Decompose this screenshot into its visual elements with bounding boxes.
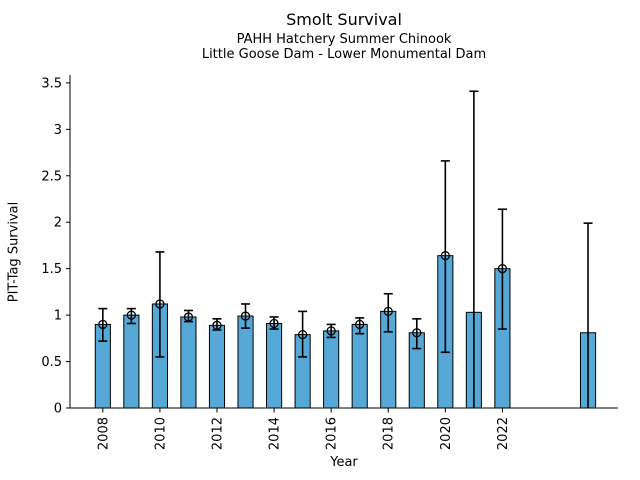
y-tick-label: 1 (54, 309, 62, 324)
x-tick-label: 2016 (325, 417, 340, 450)
bar-2012 (208, 324, 226, 409)
y-tick-label: 2 (54, 216, 62, 231)
y-tick-label: 0 (54, 402, 62, 417)
chart-subtitle-species: PAHH Hatchery Summer Chinook (236, 32, 452, 47)
x-tick-label: 2010 (153, 417, 168, 450)
marker-2010 (155, 299, 165, 309)
bar-2011 (180, 316, 197, 409)
x-tick-label: 2020 (439, 417, 454, 450)
marker-2012 (212, 320, 222, 330)
x-tick-label: 2018 (382, 417, 397, 450)
chart-subtitle-reach: Little Goose Dam - Lower Monumental Dam (201, 47, 487, 62)
bar-2014 (266, 322, 283, 409)
y-tick-label: 2.5 (41, 169, 62, 184)
x-tick-label: 2022 (496, 417, 511, 450)
y-tick-label: 0.5 (41, 355, 62, 370)
marker-2022 (497, 264, 508, 274)
marker-2009 (126, 310, 137, 320)
x-tick-label: 2008 (96, 417, 111, 450)
marker-2014 (269, 318, 279, 329)
chart-title: Smolt Survival (286, 10, 402, 29)
marker-2011 (183, 312, 194, 322)
marker-2016 (326, 326, 336, 336)
marker-2019 (412, 328, 422, 338)
y-tick-label: 1.5 (41, 262, 62, 277)
marker-2013 (240, 311, 251, 321)
y-tick-label: 3.5 (41, 76, 62, 91)
marker-2020 (440, 251, 450, 261)
marker-2017 (355, 319, 365, 330)
bar-2016 (323, 330, 340, 409)
marker-2018 (383, 306, 393, 317)
x-tick-label: 2014 (268, 417, 283, 450)
x-tick-label: 2012 (210, 417, 225, 450)
bar-2009 (123, 314, 140, 409)
x-axis-label: Year (330, 455, 358, 470)
bar-2013 (237, 315, 254, 409)
marker-2008 (98, 319, 108, 330)
bar-2017 (351, 323, 368, 409)
y-tick-label: 3 (54, 123, 62, 138)
marker-2015 (297, 329, 308, 340)
